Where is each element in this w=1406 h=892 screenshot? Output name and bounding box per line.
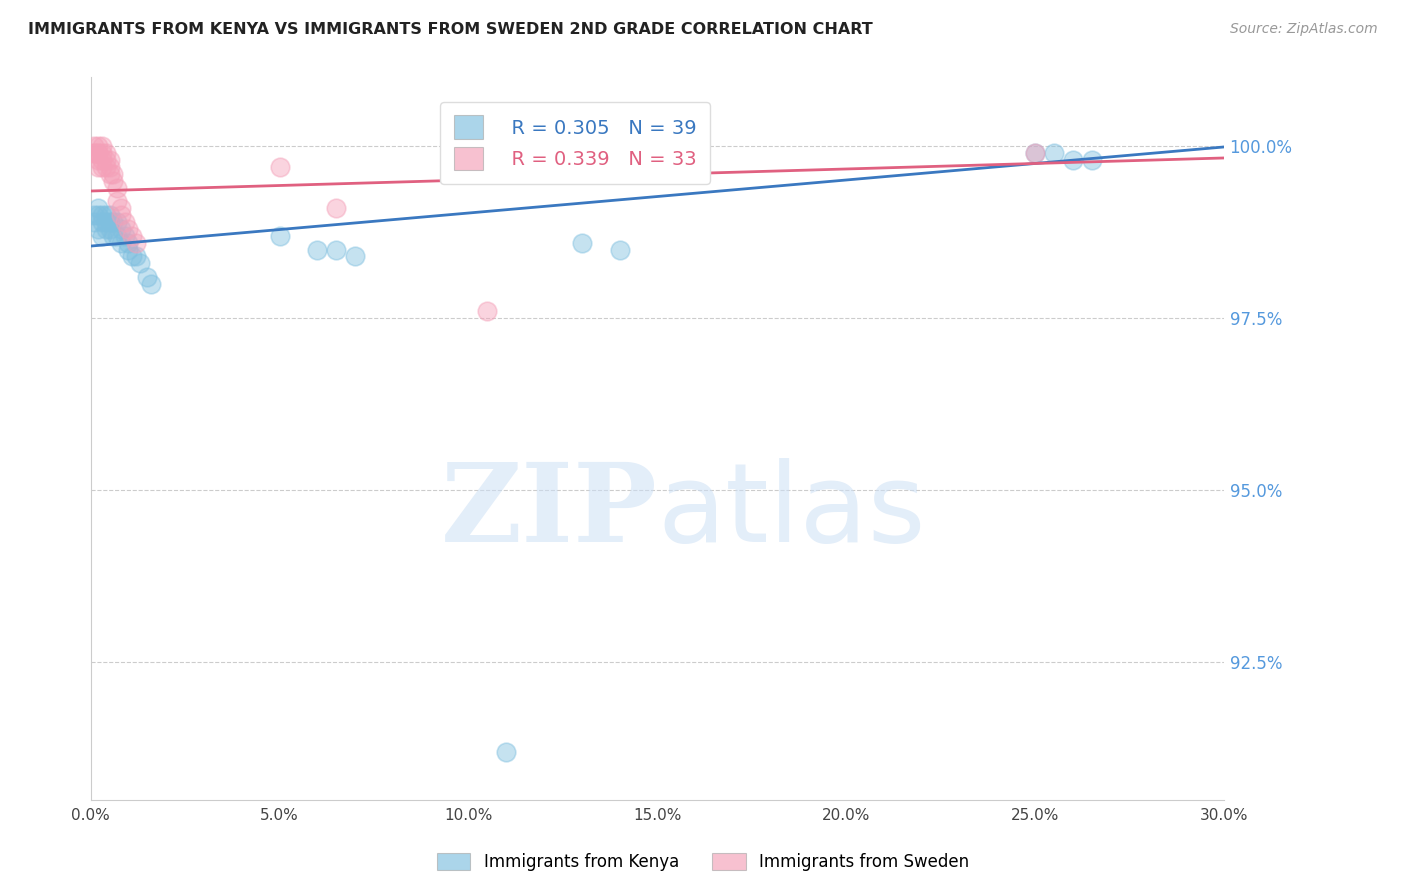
Point [1024, 146, 1046, 161]
Point [269, 160, 291, 174]
Point [125, 235, 148, 250]
Point [325, 243, 347, 257]
Point [121, 228, 143, 243]
Text: IMMIGRANTS FROM KENYA VS IMMIGRANTS FROM SWEDEN 2ND GRADE CORRELATION CHART: IMMIGRANTS FROM KENYA VS IMMIGRANTS FROM… [28, 22, 873, 37]
Point [83, 139, 105, 153]
Point [94, 146, 117, 161]
Text: Source: ZipAtlas.com: Source: ZipAtlas.com [1230, 22, 1378, 37]
Point [87, 160, 110, 174]
Point [103, 215, 125, 229]
Point [105, 215, 128, 229]
Point [98, 208, 121, 222]
Point [91, 153, 114, 167]
Point [83, 208, 105, 222]
Point [114, 228, 136, 243]
Point [139, 277, 162, 291]
Point [307, 243, 329, 257]
Point [91, 215, 114, 229]
Point [87, 146, 110, 161]
Point [103, 174, 125, 188]
Point [98, 153, 121, 167]
Text: ZIP: ZIP [440, 458, 658, 565]
Point [83, 215, 105, 229]
Point [94, 153, 117, 167]
Point [87, 222, 110, 236]
Point [269, 228, 291, 243]
Point [117, 222, 139, 236]
Point [105, 180, 128, 194]
Point [94, 208, 117, 222]
Point [117, 235, 139, 250]
Point [117, 243, 139, 257]
Point [1081, 153, 1104, 167]
Point [609, 243, 631, 257]
Point [110, 208, 132, 222]
Point [571, 235, 593, 250]
Point [121, 249, 143, 263]
Point [136, 270, 159, 285]
Point [94, 160, 117, 174]
Point [98, 160, 121, 174]
Point [91, 228, 114, 243]
Point [83, 146, 105, 161]
Point [103, 228, 125, 243]
Point [477, 304, 499, 318]
Point [98, 215, 121, 229]
Point [87, 208, 110, 222]
Point [1043, 146, 1066, 161]
Point [110, 222, 132, 236]
Point [110, 235, 132, 250]
Point [98, 222, 121, 236]
Point [683, 146, 706, 161]
Point [344, 249, 367, 263]
Point [1024, 146, 1046, 161]
Point [91, 160, 114, 174]
Point [103, 167, 125, 181]
Point [87, 146, 110, 161]
Legend: Immigrants from Kenya, Immigrants from Sweden: Immigrants from Kenya, Immigrants from S… [429, 845, 977, 880]
Point [105, 194, 128, 209]
Point [87, 201, 110, 215]
Text: atlas: atlas [658, 458, 925, 565]
Point [110, 201, 132, 215]
Point [87, 139, 110, 153]
Point [87, 153, 110, 167]
Point [495, 745, 517, 759]
Point [128, 256, 150, 270]
Point [83, 146, 105, 161]
Legend:   R = 0.305   N = 39,   R = 0.339   N = 33: R = 0.305 N = 39, R = 0.339 N = 33 [440, 102, 710, 184]
Point [91, 139, 114, 153]
Point [91, 208, 114, 222]
Point [125, 249, 148, 263]
Point [105, 228, 128, 243]
Point [114, 215, 136, 229]
Point [94, 215, 117, 229]
Point [325, 201, 347, 215]
Point [98, 167, 121, 181]
Point [91, 146, 114, 161]
Point [1062, 153, 1084, 167]
Point [94, 222, 117, 236]
